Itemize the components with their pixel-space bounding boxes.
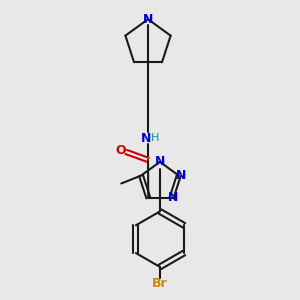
Text: N: N bbox=[168, 191, 179, 204]
Text: Br: Br bbox=[152, 277, 168, 290]
Text: N: N bbox=[143, 13, 153, 26]
Text: N: N bbox=[141, 132, 151, 145]
Text: N: N bbox=[155, 155, 165, 168]
Text: H: H bbox=[151, 133, 159, 143]
Text: O: O bbox=[115, 145, 126, 158]
Text: N: N bbox=[176, 169, 186, 182]
